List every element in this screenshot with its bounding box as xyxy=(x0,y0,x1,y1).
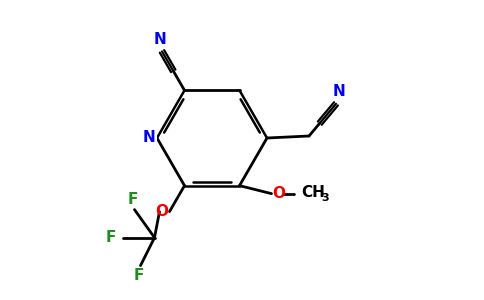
Text: O: O xyxy=(272,186,285,201)
Text: CH: CH xyxy=(302,185,325,200)
Text: N: N xyxy=(153,32,166,47)
Text: F: F xyxy=(127,192,137,207)
Text: F: F xyxy=(133,268,144,283)
Text: F: F xyxy=(106,230,116,245)
Text: 3: 3 xyxy=(322,193,329,202)
Text: N: N xyxy=(143,130,155,146)
Text: O: O xyxy=(155,204,168,219)
Text: N: N xyxy=(333,85,346,100)
